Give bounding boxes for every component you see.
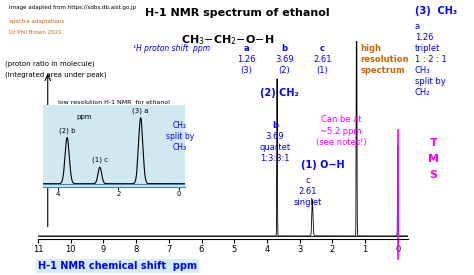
Text: Dr Phil Brown 2021: Dr Phil Brown 2021 xyxy=(9,30,62,35)
Text: ppm: ppm xyxy=(76,114,91,120)
Text: ¹H proton shift  ppm: ¹H proton shift ppm xyxy=(133,44,210,53)
Text: CH₃: CH₃ xyxy=(173,143,187,152)
Text: low resolution H-1 NMR  for ethanol: low resolution H-1 NMR for ethanol xyxy=(58,100,170,105)
Text: T: T xyxy=(430,138,438,147)
Text: CH$_3$$-$CH$_2$$-$O$-$H: CH$_3$$-$CH$_2$$-$O$-$H xyxy=(181,33,274,47)
Text: split by: split by xyxy=(415,77,446,86)
Text: 1:3:3:1: 1:3:3:1 xyxy=(260,154,290,163)
Text: 1.26: 1.26 xyxy=(237,55,256,64)
Text: (3) a: (3) a xyxy=(132,108,149,114)
Text: quartet: quartet xyxy=(259,143,291,152)
Text: (3): (3) xyxy=(240,66,253,75)
Text: b: b xyxy=(272,121,278,130)
Text: b: b xyxy=(282,44,287,53)
Text: c: c xyxy=(306,176,310,185)
Text: (2) b: (2) b xyxy=(59,127,75,134)
Text: 2.61: 2.61 xyxy=(299,187,318,196)
Text: a: a xyxy=(415,22,420,31)
Text: 1 : 2 : 1: 1 : 2 : 1 xyxy=(415,55,447,64)
Text: 3.69: 3.69 xyxy=(275,55,294,64)
Text: (see notes!): (see notes!) xyxy=(316,138,366,147)
Text: c: c xyxy=(320,44,325,53)
Text: (1) O−H: (1) O−H xyxy=(301,160,344,169)
Text: high: high xyxy=(360,44,381,53)
Text: 1.26: 1.26 xyxy=(415,33,433,42)
Text: CH₃: CH₃ xyxy=(415,66,430,75)
Text: Can be at: Can be at xyxy=(321,116,362,125)
Text: a: a xyxy=(244,44,249,53)
Text: (1): (1) xyxy=(317,66,328,75)
Text: (2) CH₂: (2) CH₂ xyxy=(260,88,299,98)
Text: H-1 NMR spectrum of ethanol: H-1 NMR spectrum of ethanol xyxy=(145,8,329,18)
Text: (proton ratio in molecule): (proton ratio in molecule) xyxy=(5,60,94,67)
Text: Image adapted from https://sdbs.db.aist.go.jp: Image adapted from https://sdbs.db.aist.… xyxy=(9,6,137,10)
Text: singlet: singlet xyxy=(294,198,322,207)
Text: spectra adaptations: spectra adaptations xyxy=(9,19,65,24)
Text: CH₂: CH₂ xyxy=(173,121,187,130)
Text: (1) c: (1) c xyxy=(92,157,108,163)
Text: 3.69: 3.69 xyxy=(265,132,284,141)
Text: M: M xyxy=(428,154,439,164)
Text: H-1 NMR chemical shift  ppm: H-1 NMR chemical shift ppm xyxy=(38,261,197,271)
Text: S: S xyxy=(430,170,438,180)
Text: (3)  CH₃: (3) CH₃ xyxy=(415,6,457,15)
Text: CH₂: CH₂ xyxy=(415,88,430,97)
Text: (integrated area under peak): (integrated area under peak) xyxy=(5,72,106,78)
Text: triplet: triplet xyxy=(415,44,440,53)
Text: ~5.2 ppm: ~5.2 ppm xyxy=(320,126,362,136)
Text: (2): (2) xyxy=(279,66,290,75)
Text: split by: split by xyxy=(166,132,194,141)
Text: spectrum: spectrum xyxy=(360,66,405,75)
Text: resolution: resolution xyxy=(360,55,409,64)
Text: 2.61: 2.61 xyxy=(313,55,332,64)
